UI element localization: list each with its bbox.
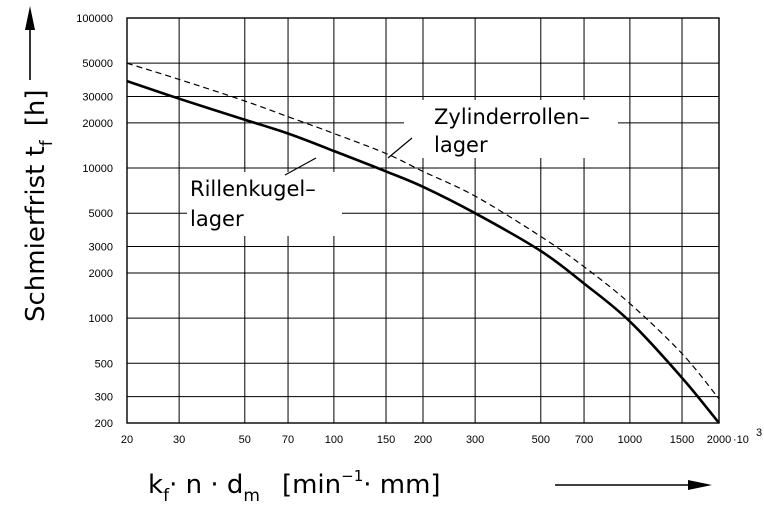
x-axis-title-k: k <box>148 470 163 500</box>
x-axis-title-unit-superscript: −1 <box>341 467 363 485</box>
y-tick-label: 3000 <box>89 242 113 254</box>
y-tick-label: 100000 <box>76 13 113 25</box>
x-tick-label: 2000 <box>707 434 731 446</box>
plot-frame <box>126 17 720 424</box>
y-axis-title: Schmierfrist tf [h] <box>21 89 57 322</box>
series-label-zylinderrollen-line1: Zylinderrollen– <box>434 105 590 129</box>
x-tick-label: 1500 <box>670 434 694 446</box>
y-tick-label: 1000 <box>89 313 113 325</box>
x-axis-title-unit-close: · mm] <box>363 470 440 500</box>
y-tick-label: 300 <box>95 392 113 404</box>
series-line-zylinderrollen <box>126 62 720 400</box>
x-axis-title-m-subscript: m <box>243 486 260 506</box>
x-axis-title-unit-open: [min <box>282 470 341 500</box>
leader-line-rillenkugel <box>284 157 317 176</box>
x-tick-label: 700 <box>575 434 593 446</box>
leader-line-zylinderrollen <box>387 137 413 159</box>
series-label-rillenkugel-line2: lager <box>190 207 244 231</box>
x-tick-label: 300 <box>466 434 484 446</box>
y-axis-title-unit: [h] <box>21 89 51 126</box>
x-tick-label: 500 <box>532 434 550 446</box>
series-label-rillenkugel-line1: Rillenkugel– <box>190 177 316 201</box>
label-background-rillenkugel <box>187 172 342 236</box>
x-tick-label: 50 <box>239 434 251 446</box>
y-tick-label: 500 <box>95 358 113 370</box>
tick-labels: 20 30 50 70 100 150 200 300 500 700 1000 1500 2000·1… <box>76 13 762 446</box>
series-lines <box>126 62 721 424</box>
grid <box>127 18 719 423</box>
x-tick-label: 70 <box>282 434 294 446</box>
y-axis-title-subscript: f <box>37 139 57 146</box>
y-tick-label: 200 <box>95 418 113 430</box>
label-background-zylinderrollen <box>404 100 618 158</box>
x-axis-title-k-subscript: f <box>163 486 170 506</box>
series-label-zylinderrollen-line2: lager <box>434 133 488 157</box>
y-tick-label: 2000 <box>89 268 113 280</box>
y-axis-title-main: Schmierfrist t <box>21 146 51 322</box>
y-tick-label: 5000 <box>89 208 113 220</box>
series-line-rillenkugel <box>126 79 721 424</box>
x-axis-title-n-d: · n · d <box>169 470 243 500</box>
y-tick-label: 50000 <box>82 58 113 70</box>
y-tick-label: 30000 <box>82 91 113 103</box>
x-tick-label: 20 <box>121 434 133 446</box>
svg-text:Schmierfrist tf[h]: Schmierfrist tf [h] <box>21 89 57 322</box>
x-tick-label: 1000 <box>618 434 642 446</box>
x-axis-arrow <box>555 480 712 490</box>
y-tick-label: 10000 <box>82 163 113 175</box>
y-axis-arrow <box>25 6 35 80</box>
x-tick-label: 200 <box>414 434 432 446</box>
x-tick-label: 30 <box>173 434 185 446</box>
y-tick-label: 20000 <box>82 118 113 130</box>
x-axis-title: kf· n · dm [min−1· mm] <box>148 467 441 506</box>
x-tick-label: 100 <box>325 434 343 446</box>
x-tick-multiplier-exponent: 3 <box>756 427 762 439</box>
x-tick-multiplier: ·10 <box>733 434 749 446</box>
x-tick-label: 150 <box>377 434 395 446</box>
